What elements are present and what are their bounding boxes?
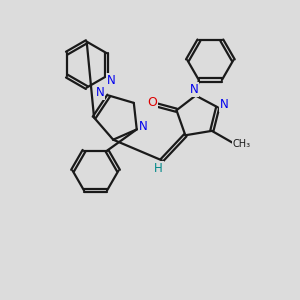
Text: N: N <box>139 120 148 133</box>
Text: N: N <box>106 74 116 87</box>
Text: O: O <box>147 96 157 110</box>
Text: H: H <box>154 162 163 175</box>
Text: N: N <box>96 86 104 99</box>
Text: CH₃: CH₃ <box>233 139 251 149</box>
Text: N: N <box>220 98 229 111</box>
Text: N: N <box>190 83 199 96</box>
